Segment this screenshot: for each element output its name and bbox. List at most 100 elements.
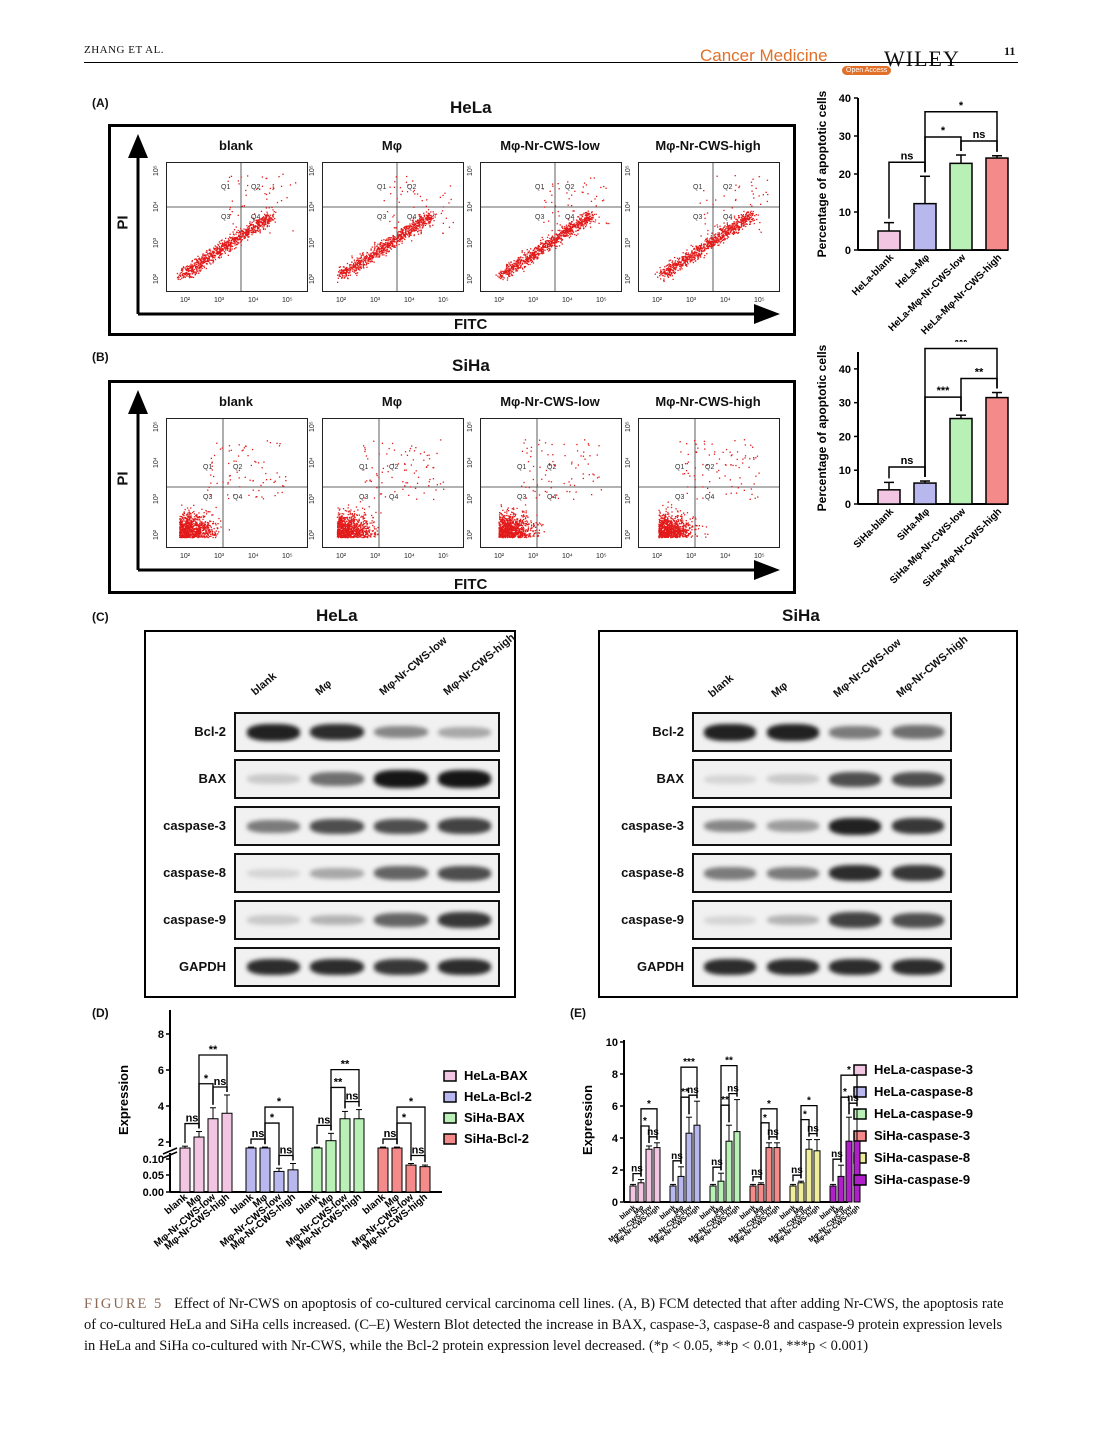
scatter-dot [432, 478, 435, 480]
scatter-dot [259, 230, 261, 233]
scatter-dot [440, 212, 442, 215]
x-tick-label: 10⁴ [720, 297, 731, 304]
scatter-dot [398, 231, 400, 233]
scatter-dot [360, 267, 362, 270]
scatter-dot [513, 262, 515, 265]
scatter-dot [551, 235, 554, 237]
scatter-dot [542, 243, 544, 245]
scatter-dot [515, 268, 517, 270]
scatter-dot [381, 442, 384, 444]
scatter-dot [716, 234, 719, 236]
scatter-dot [179, 536, 181, 538]
scatter-dot [415, 470, 417, 472]
scatter-dot [422, 224, 425, 227]
scatter-dot [383, 242, 385, 245]
scatter-dot [185, 533, 187, 535]
scatter-dot [674, 256, 676, 259]
scatter-dot [746, 215, 748, 217]
scatter-dot [362, 266, 364, 269]
quadrant-label: Q4 [723, 214, 732, 221]
scatter-dot [179, 528, 181, 530]
scatter-dot [206, 536, 208, 538]
scatter-dot [261, 176, 263, 178]
scatter-dot [719, 240, 721, 242]
scatter-dot [220, 254, 222, 256]
scatter-dot [272, 213, 275, 215]
scatter-dot [370, 252, 372, 254]
scatter-dot [250, 224, 252, 226]
scatter-dot [709, 238, 711, 240]
scatter-dot [553, 238, 555, 240]
scatter-dot [211, 530, 213, 532]
scatter-dot [681, 258, 683, 261]
quadrant-label: Q2 [723, 184, 732, 191]
scatter-dot [723, 235, 725, 238]
scatter-dot [260, 484, 262, 487]
scatter-dot [206, 532, 208, 534]
scatter-dot [194, 534, 196, 536]
scatter-dot [674, 266, 676, 268]
scatter-dot [510, 270, 513, 272]
scatter-dot [408, 236, 410, 238]
scatter-dot [248, 494, 250, 496]
scatter-dot [200, 258, 202, 260]
scatter-dot [213, 475, 215, 478]
scatter-dot [696, 246, 698, 248]
scatter-dot [186, 273, 189, 276]
scatter-dot [380, 247, 382, 250]
scatter-dot [568, 198, 570, 200]
scatter-dot [731, 207, 733, 209]
scatter-dot [585, 222, 587, 225]
scatter-dot [392, 463, 395, 465]
scatter-dot [232, 239, 234, 241]
scatter-dot [535, 256, 537, 258]
scatter-dot [237, 239, 239, 241]
scatter-dot [572, 210, 574, 212]
scatter-dot [189, 529, 191, 531]
scatter-dot [217, 244, 220, 246]
scatter-dot [256, 230, 258, 232]
scatter-dot [740, 226, 742, 228]
scatter-dot [420, 221, 422, 223]
scatter-dot [182, 531, 184, 533]
scatter-dot [577, 224, 579, 227]
scatter-dot [184, 267, 186, 269]
scatter-dot [379, 243, 382, 245]
scatter-dot [581, 191, 583, 193]
scatter-dot [250, 464, 252, 467]
scatter-dot [578, 225, 580, 227]
scatter-dot [750, 181, 753, 183]
scatter-dot [420, 215, 422, 217]
scatter-dot [442, 206, 445, 208]
scatter-dot [181, 520, 183, 522]
scatter-dot [255, 222, 257, 224]
scatter-dot [698, 254, 700, 257]
scatter-dot [186, 525, 189, 527]
scatter-dot [246, 231, 248, 233]
scatter-dot [374, 253, 376, 256]
scatter-dot [247, 229, 249, 231]
scatter-dot [526, 253, 528, 255]
scatter-dot [523, 260, 525, 262]
scatter-dot [685, 263, 688, 266]
scatter-dot [198, 528, 200, 530]
scatter-dot [517, 260, 519, 262]
scatter-dot [566, 227, 568, 229]
scatter-dot [340, 269, 343, 271]
scatter-dot [182, 535, 184, 537]
scatter-dot [391, 476, 393, 479]
scatter-dot [377, 243, 379, 245]
scatter-dot [708, 239, 710, 241]
scatter-dot [183, 272, 185, 275]
scatter-dot [409, 223, 411, 225]
scatter-dot [195, 535, 197, 537]
scatter-dot [190, 265, 192, 268]
scatter-dot [198, 516, 200, 518]
scatter-dot [694, 250, 696, 253]
scatter-dot [509, 268, 511, 270]
y-tick-label: 10⁵ [153, 421, 160, 432]
scatter-dot [354, 524, 357, 526]
scatter-dot [432, 217, 434, 219]
scatter-dot [701, 250, 703, 252]
scatter-dot [356, 261, 358, 264]
